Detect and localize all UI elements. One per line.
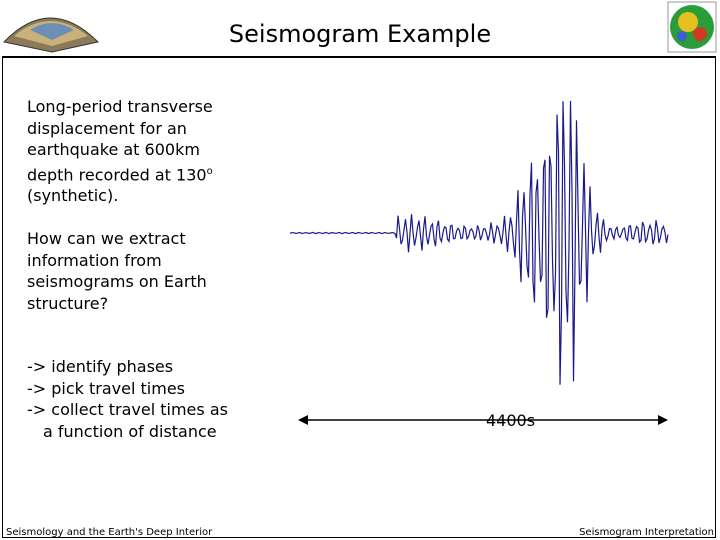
footer-left: Seismology and the Earth's Deep Interior xyxy=(6,527,213,538)
question: How can we extract information from seis… xyxy=(27,229,207,313)
slide-title: Seismogram Example xyxy=(228,20,492,48)
globe-tomography-icon xyxy=(667,1,717,53)
description-suffix: (synthetic). xyxy=(27,186,119,206)
scale-label: 4400s xyxy=(486,411,536,430)
step: -> collect travel times as xyxy=(27,400,228,419)
time-scale-arrow xyxy=(298,415,668,425)
slide-frame xyxy=(2,56,716,538)
earth-cutaway-icon xyxy=(3,17,100,53)
footer-right: Seismogram Interpretation xyxy=(579,527,714,538)
steps: -> identify phases -> pick travel times … xyxy=(27,356,257,442)
degree-superscript: o xyxy=(206,165,213,177)
step: -> identify phases xyxy=(27,357,174,376)
step: -> pick travel times xyxy=(27,378,185,398)
seismogram-trace xyxy=(289,100,669,385)
description-text: Long-period transverse displacement for … xyxy=(27,97,213,184)
description: Long-period transverse displacement for … xyxy=(27,96,237,207)
step: a function of distance xyxy=(43,421,217,441)
